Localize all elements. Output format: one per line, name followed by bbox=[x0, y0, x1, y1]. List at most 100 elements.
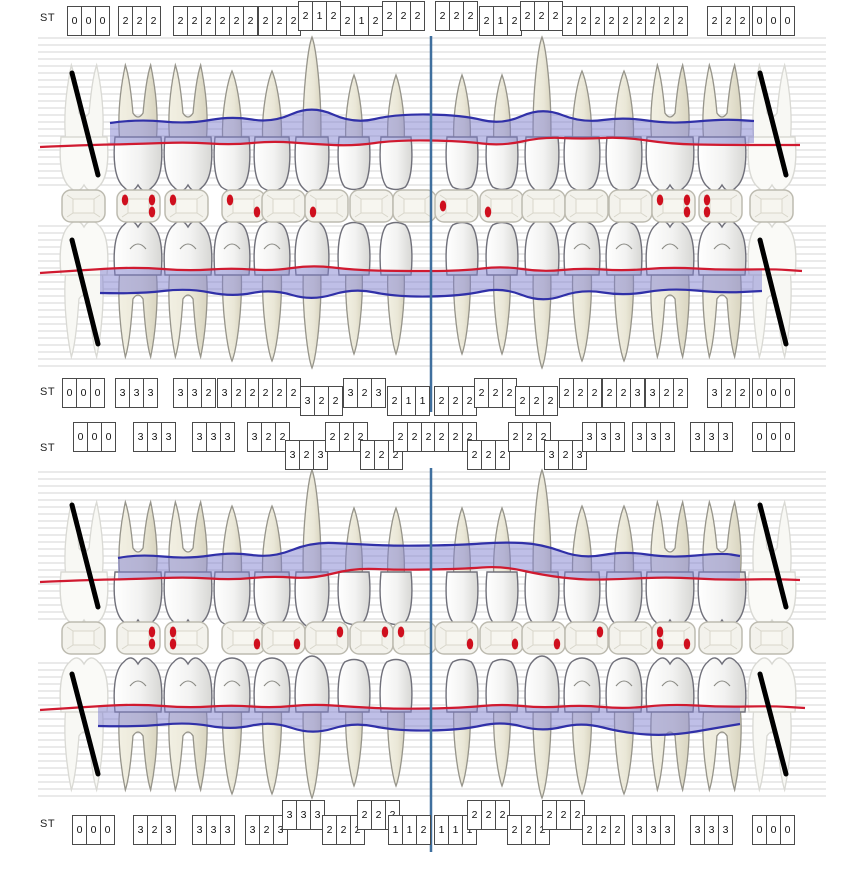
probing-value-cell[interactable]: 0 bbox=[766, 378, 781, 408]
probing-value-cell[interactable]: 0 bbox=[90, 378, 105, 408]
probing-value-cell[interactable]: 2 bbox=[559, 378, 574, 408]
probing-value-cell[interactable]: 2 bbox=[328, 386, 343, 416]
probing-value-cell[interactable]: 2 bbox=[562, 6, 577, 36]
probing-value-cell[interactable]: 2 bbox=[481, 800, 496, 830]
probing-value-cell[interactable]: 2 bbox=[243, 6, 258, 36]
probing-value-cell[interactable]: 0 bbox=[780, 815, 795, 845]
probing-value-cell[interactable]: 2 bbox=[340, 6, 355, 36]
probing-value-cell[interactable]: 0 bbox=[86, 815, 101, 845]
probing-value-cell[interactable]: 1 bbox=[448, 815, 463, 845]
probing-value-cell[interactable]: 3 bbox=[313, 440, 328, 470]
probing-value-cell[interactable]: 2 bbox=[721, 378, 736, 408]
probing-value-cell[interactable]: 2 bbox=[339, 422, 354, 452]
probing-value-cell[interactable]: 0 bbox=[81, 6, 96, 36]
probing-value-cell[interactable]: 0 bbox=[766, 422, 781, 452]
probing-value-cell[interactable]: 2 bbox=[721, 6, 736, 36]
probing-value-cell[interactable]: 2 bbox=[582, 815, 597, 845]
occlusal-tooth[interactable] bbox=[749, 621, 794, 655]
probing-value-cell[interactable]: 0 bbox=[780, 378, 795, 408]
probing-value-cell[interactable]: 2 bbox=[543, 386, 558, 416]
probing-value-cell[interactable]: 2 bbox=[467, 440, 482, 470]
probing-value-cell[interactable]: 2 bbox=[659, 378, 674, 408]
probing-value-cell[interactable]: 2 bbox=[542, 800, 557, 830]
occlusal-tooth[interactable] bbox=[479, 621, 524, 655]
probing-value-cell[interactable]: 3 bbox=[206, 815, 221, 845]
occlusal-tooth[interactable] bbox=[651, 189, 696, 223]
occlusal-tooth[interactable] bbox=[434, 189, 479, 223]
probing-value-cell[interactable]: 2 bbox=[558, 440, 573, 470]
probing-value-cell[interactable]: 0 bbox=[752, 6, 767, 36]
probing-value-cell[interactable]: 2 bbox=[272, 378, 287, 408]
probing-value-cell[interactable]: 3 bbox=[296, 800, 311, 830]
probing-value-cell[interactable]: 3 bbox=[220, 815, 235, 845]
probing-value-cell[interactable]: 2 bbox=[610, 815, 625, 845]
probing-value-cell[interactable]: 2 bbox=[371, 800, 386, 830]
probing-value-cell[interactable]: 1 bbox=[415, 386, 430, 416]
probing-value-cell[interactable]: 2 bbox=[576, 6, 591, 36]
probing-value-cell[interactable]: 2 bbox=[534, 1, 549, 31]
probing-value-cell[interactable]: 2 bbox=[507, 815, 522, 845]
probing-value-cell[interactable]: 3 bbox=[707, 378, 722, 408]
occlusal-tooth[interactable] bbox=[349, 621, 394, 655]
probing-value-cell[interactable]: 2 bbox=[258, 378, 273, 408]
probing-value-cell[interactable]: 2 bbox=[463, 1, 478, 31]
probing-value-cell[interactable]: 2 bbox=[618, 6, 633, 36]
probing-value-cell[interactable]: 2 bbox=[616, 378, 631, 408]
occlusal-tooth[interactable] bbox=[434, 621, 479, 655]
probing-value-cell[interactable]: 2 bbox=[259, 815, 274, 845]
occlusal-tooth[interactable] bbox=[698, 621, 743, 655]
probing-value-cell[interactable]: 3 bbox=[147, 422, 162, 452]
occlusal-tooth[interactable] bbox=[164, 189, 209, 223]
probing-value-cell[interactable]: 2 bbox=[573, 378, 588, 408]
occlusal-tooth[interactable] bbox=[221, 621, 266, 655]
probing-value-cell[interactable]: 2 bbox=[173, 6, 188, 36]
probing-value-cell[interactable]: 2 bbox=[393, 422, 408, 452]
probing-value-cell[interactable]: 3 bbox=[173, 378, 188, 408]
probing-value-cell[interactable]: 3 bbox=[544, 440, 559, 470]
probing-value-cell[interactable]: 2 bbox=[261, 422, 276, 452]
occlusal-tooth[interactable] bbox=[349, 189, 394, 223]
occlusal-tooth[interactable] bbox=[392, 189, 437, 223]
probing-value-cell[interactable]: 1 bbox=[493, 6, 508, 36]
probing-value-cell[interactable]: 2 bbox=[448, 386, 463, 416]
probing-value-cell[interactable]: 2 bbox=[602, 378, 617, 408]
probing-value-cell[interactable]: 2 bbox=[387, 386, 402, 416]
occlusal-tooth[interactable] bbox=[608, 189, 653, 223]
probing-value-cell[interactable]: 3 bbox=[217, 378, 232, 408]
occlusal-tooth[interactable] bbox=[116, 621, 161, 655]
probing-value-cell[interactable]: 2 bbox=[118, 6, 133, 36]
probing-value-cell[interactable]: 1 bbox=[388, 815, 403, 845]
probing-value-cell[interactable]: 2 bbox=[508, 422, 523, 452]
probing-value-cell[interactable]: 3 bbox=[282, 800, 297, 830]
probing-value-cell[interactable]: 3 bbox=[646, 422, 661, 452]
probing-value-cell[interactable]: 2 bbox=[707, 6, 722, 36]
probing-value-cell[interactable]: 2 bbox=[357, 800, 372, 830]
probing-value-cell[interactable]: 3 bbox=[310, 800, 325, 830]
probing-value-cell[interactable]: 2 bbox=[132, 6, 147, 36]
probing-value-cell[interactable]: 3 bbox=[632, 422, 647, 452]
occlusal-tooth[interactable] bbox=[61, 189, 106, 223]
probing-value-cell[interactable]: 3 bbox=[690, 422, 705, 452]
probing-value-cell[interactable]: 2 bbox=[529, 386, 544, 416]
probing-value-cell[interactable]: 3 bbox=[596, 422, 611, 452]
probing-value-cell[interactable]: 2 bbox=[434, 422, 449, 452]
probing-value-cell[interactable]: 2 bbox=[374, 440, 389, 470]
probing-value-cell[interactable]: 0 bbox=[100, 815, 115, 845]
probing-value-cell[interactable]: 2 bbox=[479, 6, 494, 36]
probing-value-cell[interactable]: 3 bbox=[220, 422, 235, 452]
probing-value-cell[interactable]: 2 bbox=[515, 386, 530, 416]
occlusal-tooth[interactable] bbox=[392, 621, 437, 655]
probing-value-cell[interactable]: 3 bbox=[630, 378, 645, 408]
occlusal-tooth[interactable] bbox=[698, 189, 743, 223]
probing-value-cell[interactable]: 2 bbox=[434, 386, 449, 416]
probing-value-cell[interactable]: 3 bbox=[690, 815, 705, 845]
probing-value-cell[interactable]: 2 bbox=[231, 378, 246, 408]
probing-value-cell[interactable]: 2 bbox=[357, 378, 372, 408]
probing-value-cell[interactable]: 2 bbox=[590, 6, 605, 36]
probing-value-cell[interactable]: 2 bbox=[673, 6, 688, 36]
probing-value-cell[interactable]: 0 bbox=[752, 815, 767, 845]
probing-value-cell[interactable]: 2 bbox=[467, 800, 482, 830]
probing-value-cell[interactable]: 3 bbox=[192, 422, 207, 452]
probing-value-cell[interactable]: 3 bbox=[660, 422, 675, 452]
occlusal-tooth[interactable] bbox=[608, 621, 653, 655]
